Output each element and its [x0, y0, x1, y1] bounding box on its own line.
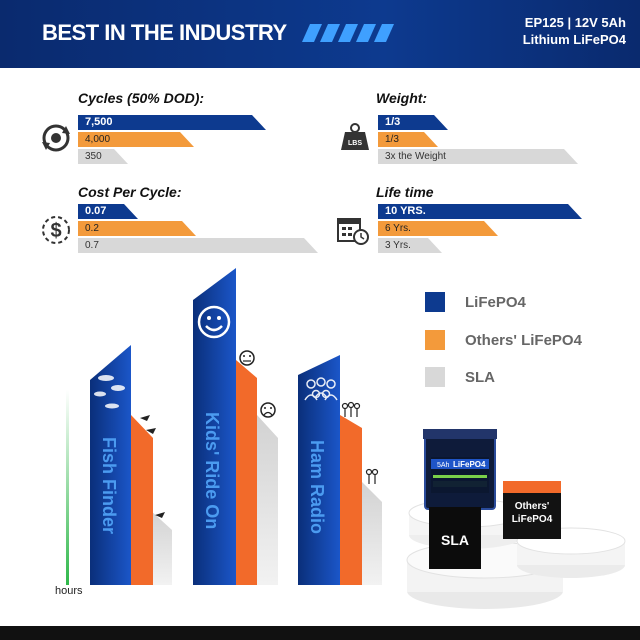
fish-finder-others	[131, 415, 153, 585]
cycles-sla-bar: 350	[78, 149, 128, 164]
neutral-face-icon	[239, 350, 255, 366]
model-line-2: Lithium LiFePO4	[522, 32, 626, 47]
cost-others-bar: 0.2	[78, 221, 196, 236]
weight-icon-text: LBS	[348, 140, 362, 147]
kids-ride-on-label: Kids' Ride On	[202, 412, 222, 530]
header-banner: BEST IN THE INDUSTRY EP125 | 12V 5Ah Lit…	[0, 0, 640, 68]
lifetime-others-bar: 6 Yrs.	[378, 221, 498, 236]
legend-item-sla: SLA	[425, 367, 495, 387]
cost-lifepo4-bar: 0.07	[78, 204, 138, 219]
runtime-pillar-graphic	[66, 268, 382, 585]
cycle-icon	[42, 124, 70, 152]
hours-axis	[66, 390, 69, 585]
kids-ride-on-sla	[257, 415, 278, 585]
people-group-icon	[304, 377, 338, 401]
svg-text:$: $	[50, 220, 61, 242]
cost-sla-bar: 0.7	[78, 238, 318, 253]
people-small-icon	[341, 401, 361, 417]
dollar-icon: $	[42, 216, 70, 244]
others-box-label-2: LiFePO4	[512, 514, 553, 525]
others-box-label-1: Others'	[515, 501, 550, 512]
legend-label-others: Others' LiFePO4	[465, 331, 582, 349]
model-line-1: EP125 | 12V 5Ah	[524, 15, 626, 30]
lifetime-lifepo4-bar: 10 YRS.	[378, 204, 582, 219]
smile-face-icon	[197, 305, 231, 339]
lifetime-sla-bar: 3 Yrs.	[378, 238, 442, 253]
fish-finder-label: Fish Finder	[99, 437, 119, 535]
product-scene: 5Ah LiFePO4 SLA Others' LiFePO4	[406, 429, 626, 609]
ham-radio-sla	[362, 482, 382, 585]
calendar-clock-icon	[337, 218, 369, 245]
kids-ride-on-lifepo4	[193, 268, 236, 585]
footer-band	[0, 626, 640, 640]
ham-radio-label: Ham Radio	[307, 440, 327, 535]
legend-label-sla: SLA	[465, 368, 495, 386]
weight-title: Weight:	[376, 90, 428, 106]
fish-finder-sla	[150, 510, 172, 585]
ham-radio-lifepo4	[298, 355, 340, 585]
legend-item-others: Others' LiFePO4	[425, 330, 582, 350]
weight-others-bar: 1/3	[378, 132, 438, 147]
legend-swatch-sla	[425, 367, 445, 387]
page-title: BEST IN THE INDUSTRY	[42, 20, 287, 45]
battery-chem-text: LiFePO4	[453, 460, 486, 469]
weight-icon: LBS	[341, 123, 369, 150]
ham-radio-others	[340, 415, 362, 585]
decorative-stripes	[302, 24, 394, 42]
weight-lifepo4-bar: 1/3	[378, 115, 448, 130]
cycles-lifepo4-bar: 7,500	[78, 115, 266, 130]
legend-item-lifepo4: LiFePO4	[425, 292, 526, 312]
people-pair-icon	[365, 468, 379, 484]
weight-sla-bar: 3x the Weight	[378, 149, 578, 164]
legend-swatch-lifepo4	[425, 292, 445, 312]
small-fish-icon	[140, 415, 165, 518]
kids-ride-on-others	[236, 360, 257, 585]
model-info: EP125 | 12V 5Ah Lithium LiFePO4	[523, 14, 626, 48]
sla-box-label: SLA	[441, 532, 469, 548]
battery-capacity-text: 5Ah	[437, 462, 450, 469]
fish-finder-lifepo4	[90, 345, 131, 585]
lifetime-title: Life time	[376, 184, 434, 200]
cycles-title: Cycles (50% DOD):	[78, 90, 205, 106]
cost-title: Cost Per Cycle:	[78, 184, 182, 200]
cycles-others-bar: 4,000	[78, 132, 194, 147]
legend-label-lifepo4: LiFePO4	[465, 293, 526, 311]
hours-axis-label: hours	[55, 585, 83, 597]
fish-icon	[94, 375, 125, 409]
sad-face-icon	[260, 402, 276, 418]
legend-swatch-others	[425, 330, 445, 350]
